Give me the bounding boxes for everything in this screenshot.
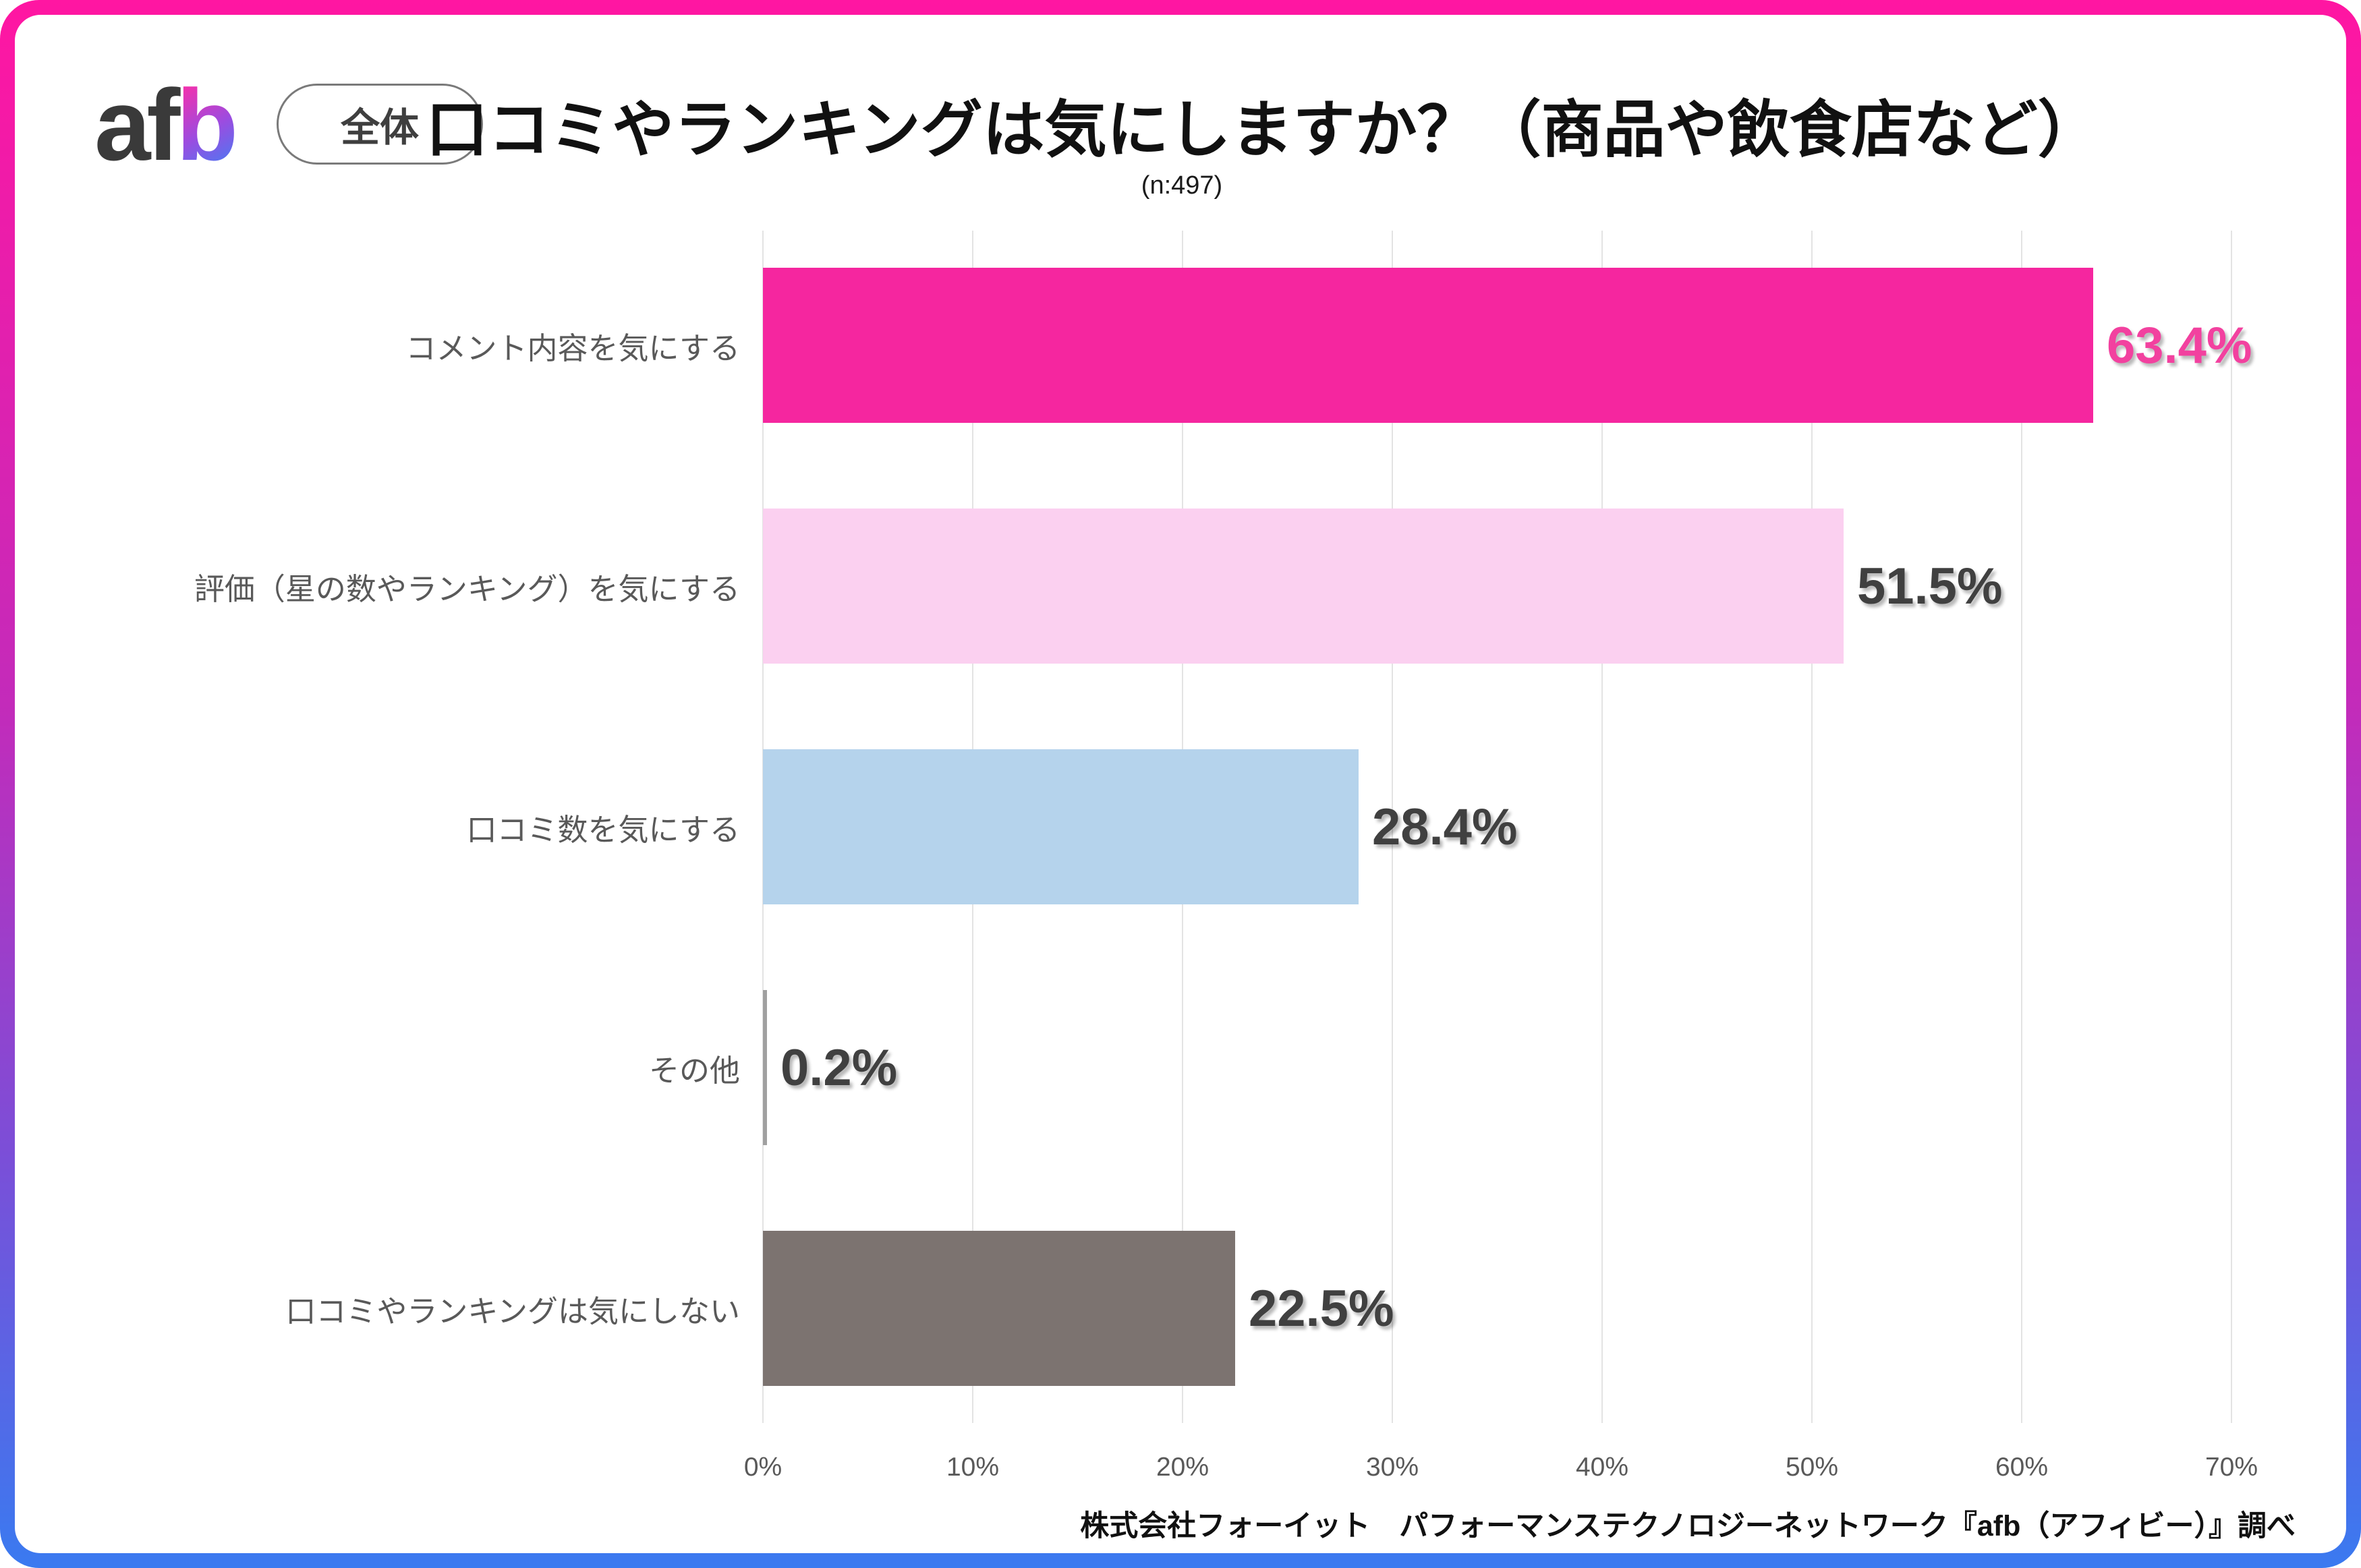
sample-size-label: (n:497) <box>1141 171 1223 200</box>
x-axis-tick: 0% <box>743 1453 783 1482</box>
bar <box>763 509 1844 664</box>
category-label: 口コミやランキングは気にしない <box>285 1294 740 1329</box>
bar <box>763 990 767 1145</box>
grid-line <box>1392 231 1393 1423</box>
x-axis-tick: 30% <box>1365 1453 1419 1482</box>
x-axis-tick: 50% <box>1785 1453 1839 1482</box>
x-axis-tick: 60% <box>1995 1453 2049 1482</box>
category-label: 口コミ数を気にする <box>466 812 740 847</box>
logo-text-b: b <box>176 68 238 181</box>
grid-line <box>1601 231 1603 1423</box>
value-label: 0.2% <box>780 1039 898 1097</box>
chart-title: 口コミやランキングは気にしますか？（商品や飲食店など） <box>426 96 2100 165</box>
category-label: 評価（星の数やランキング）を気にする <box>194 571 740 606</box>
chart-panel: afb 全体 口コミやランキングは気にしますか？（商品や飲食店など） (n:49… <box>15 15 2346 1553</box>
category-label: コメント内容を気にする <box>405 330 740 366</box>
grid-line <box>2231 231 2232 1423</box>
value-label: 28.4% <box>1372 798 1518 856</box>
value-label: 63.4% <box>2107 316 2252 374</box>
bar <box>763 1231 1235 1386</box>
scope-badge-label: 全体 <box>340 106 419 150</box>
bar <box>763 268 2093 423</box>
x-axis-tick: 40% <box>1575 1453 1629 1482</box>
category-label: その他 <box>648 1053 740 1088</box>
grid-line <box>1811 231 1813 1423</box>
x-axis-tick: 70% <box>2204 1453 2258 1482</box>
bar-chart: 0% 10% 20% 30% 40% 50% 60% 70% コメント内容を気にする 63.4% 評… <box>15 15 2346 1553</box>
source-note: 株式会社フォーイット パフォーマンステクノロジーネットワーク『afb（アフィビー… <box>1080 1510 2296 1542</box>
x-axis-tick: 20% <box>1156 1453 1210 1482</box>
logo-text-af: af <box>94 68 180 181</box>
grid-line <box>2021 231 2022 1423</box>
value-label: 51.5% <box>1857 557 2003 615</box>
value-label: 22.5% <box>1249 1279 1394 1337</box>
afb-logo: afb <box>94 74 238 175</box>
bar <box>763 749 1359 904</box>
x-axis-tick: 10% <box>946 1453 1000 1482</box>
scope-badge[interactable]: 全体 <box>277 84 483 165</box>
